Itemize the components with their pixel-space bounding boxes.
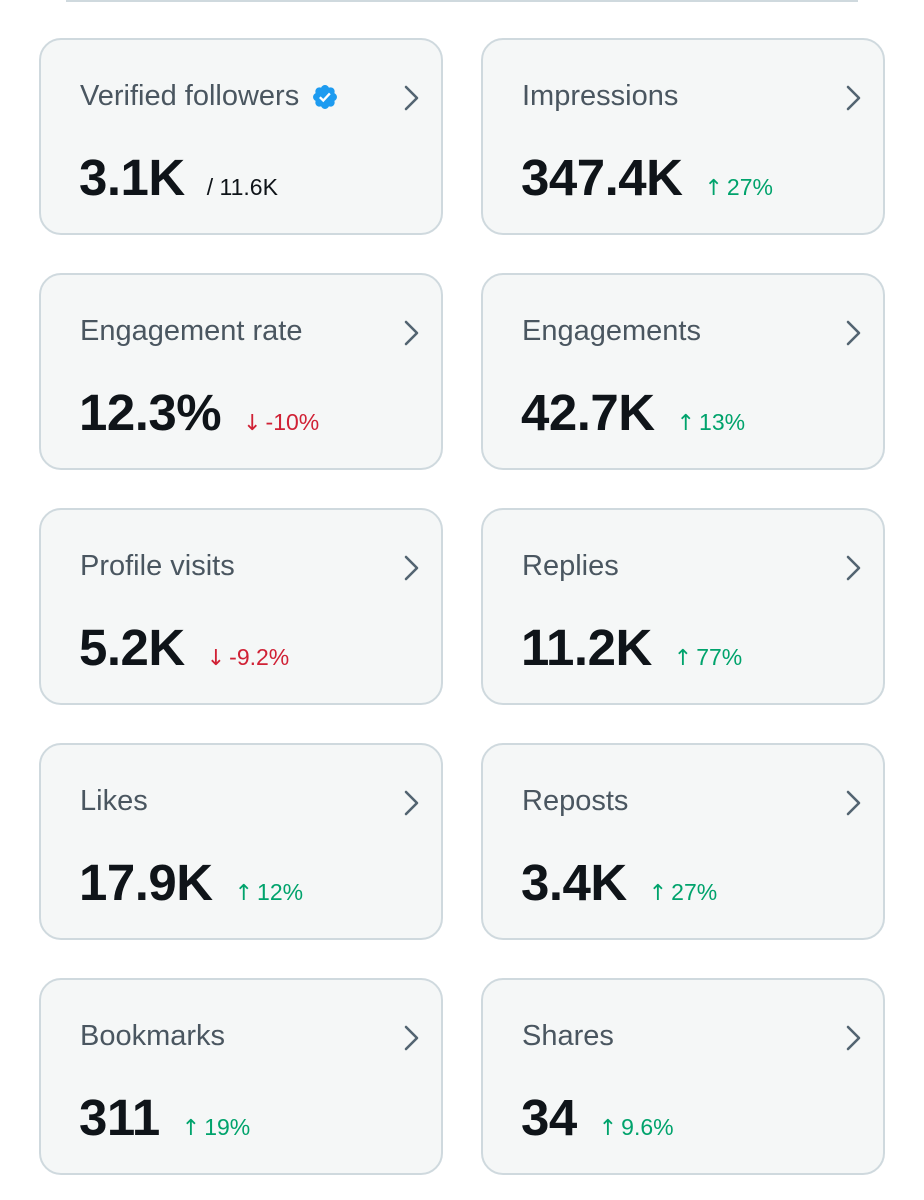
card-title-label: Bookmarks (80, 1020, 226, 1052)
card-title-label: Profile visits (80, 550, 235, 582)
top-divider (66, 0, 858, 2)
metric-value: 311 (79, 1089, 160, 1146)
chevron-right-icon[interactable] (403, 554, 421, 582)
card-title-label: Engagements (522, 315, 701, 347)
metric-delta-value: 27% (671, 879, 718, 905)
card-title: Engagements (522, 315, 701, 348)
analytics-grid: Verified followers 3.1K / 11.6K Impressi… (39, 38, 885, 1175)
chevron-right-icon[interactable] (845, 554, 863, 582)
metric-delta: ↑ 9.6% (599, 1114, 674, 1141)
card-verified-followers[interactable]: Verified followers 3.1K / 11.6K (39, 38, 443, 235)
card-title: Reposts (522, 785, 628, 818)
metric-delta: ↑ 19% (182, 1114, 250, 1141)
card-title: Likes (80, 785, 148, 818)
chevron-right-icon[interactable] (403, 84, 421, 112)
card-title: Engagement rate (80, 315, 302, 348)
chevron-right-icon[interactable] (845, 84, 863, 112)
chevron-right-icon[interactable] (403, 789, 421, 817)
card-reposts[interactable]: Reposts 3.4K ↑ 27% (481, 743, 885, 940)
metric-delta-value: 13% (699, 409, 746, 435)
metric-value: 11.2K (521, 619, 652, 676)
card-title-label: Impressions (522, 80, 679, 112)
arrow-up-icon: ↑ (598, 1116, 618, 1141)
metric-value: 34 (521, 1089, 577, 1146)
chevron-right-icon[interactable] (403, 1024, 421, 1052)
card-title-label: Likes (80, 785, 148, 817)
value-row: 347.4K ↑ 27% (521, 148, 773, 207)
card-title: Verified followers (80, 80, 339, 113)
card-engagement-rate[interactable]: Engagement rate 12.3% ↓ -10% (39, 273, 443, 470)
metric-delta: ↓ -10% (243, 409, 319, 436)
arrow-up-icon: ↑ (181, 1116, 201, 1141)
metric-delta-value: 12% (257, 879, 304, 905)
card-replies[interactable]: Replies 11.2K ↑ 77% (481, 508, 885, 705)
arrow-up-icon: ↑ (704, 176, 723, 201)
card-title-label: Verified followers (80, 80, 300, 112)
card-engagements[interactable]: Engagements 42.7K ↑ 13% (481, 273, 885, 470)
metric-value: 12.3% (79, 384, 222, 441)
value-row: 11.2K ↑ 77% (521, 618, 742, 677)
metric-delta: ↑ 27% (704, 174, 772, 201)
value-row: 5.2K ↓ -9.2% (79, 618, 289, 677)
metric-delta-value: -10% (265, 409, 320, 435)
value-row: 3.4K ↑ 27% (521, 853, 717, 912)
card-profile-visits[interactable]: Profile visits 5.2K ↓ -9.2% (39, 508, 443, 705)
metric-value: 5.2K (79, 619, 185, 676)
arrow-up-icon: ↑ (234, 881, 254, 906)
metric-delta: ↑ 77% (674, 644, 742, 671)
card-title-label: Replies (522, 550, 619, 582)
arrow-up-icon: ↑ (648, 881, 668, 906)
metric-delta-value: 77% (696, 644, 743, 670)
value-row: 42.7K ↑ 13% (521, 383, 745, 442)
metric-value: 3.1K (79, 149, 185, 206)
card-title: Bookmarks (80, 1020, 225, 1053)
metric-delta: ↑ 12% (235, 879, 303, 906)
metric-value: 3.4K (521, 854, 627, 911)
metric-delta: ↑ 13% (677, 409, 745, 436)
metric-delta-value: 27% (726, 174, 773, 200)
card-title: Impressions (522, 80, 678, 113)
arrow-down-icon: ↓ (206, 646, 226, 671)
metric-value: 347.4K (521, 149, 683, 206)
card-title: Shares (522, 1020, 614, 1053)
value-row: 3.1K / 11.6K (79, 148, 278, 207)
chevron-right-icon[interactable] (845, 1024, 863, 1052)
metric-value: 42.7K (521, 384, 655, 441)
metric-delta: ↑ 27% (649, 879, 717, 906)
chevron-right-icon[interactable] (845, 319, 863, 347)
chevron-right-icon[interactable] (403, 319, 421, 347)
arrow-down-icon: ↓ (243, 411, 262, 436)
card-shares[interactable]: Shares 34 ↑ 9.6% (481, 978, 885, 1175)
card-impressions[interactable]: Impressions 347.4K ↑ 27% (481, 38, 885, 235)
arrow-up-icon: ↑ (676, 411, 696, 436)
card-bookmarks[interactable]: Bookmarks 311 ↑ 19% (39, 978, 443, 1175)
card-title: Replies (522, 550, 619, 583)
card-title-label: Engagement rate (80, 315, 303, 347)
arrow-up-icon: ↑ (673, 646, 693, 671)
metric-value: 17.9K (79, 854, 213, 911)
metric-delta-value: -9.2% (229, 644, 290, 670)
value-row: 311 ↑ 19% (79, 1088, 250, 1147)
verified-badge-icon (311, 83, 339, 111)
card-title: Profile visits (80, 550, 235, 583)
metric-delta-value: 19% (204, 1114, 251, 1140)
metric-delta: ↓ -9.2% (207, 644, 290, 671)
value-row: 34 ↑ 9.6% (521, 1088, 674, 1147)
metric-delta-value: 9.6% (621, 1114, 674, 1140)
metric-total: / 11.6K (206, 174, 278, 200)
card-title-label: Reposts (522, 785, 629, 817)
card-title-label: Shares (522, 1020, 614, 1052)
chevron-right-icon[interactable] (845, 789, 863, 817)
card-likes[interactable]: Likes 17.9K ↑ 12% (39, 743, 443, 940)
value-row: 12.3% ↓ -10% (79, 383, 319, 442)
value-row: 17.9K ↑ 12% (79, 853, 303, 912)
